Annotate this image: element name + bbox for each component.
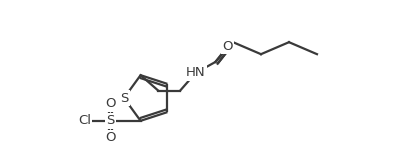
Text: O: O [105, 131, 115, 144]
Text: S: S [119, 92, 128, 104]
Text: HN: HN [185, 66, 205, 80]
Text: Cl: Cl [78, 114, 91, 127]
Text: S: S [106, 114, 115, 127]
Text: O: O [222, 40, 232, 53]
Text: O: O [105, 97, 115, 110]
